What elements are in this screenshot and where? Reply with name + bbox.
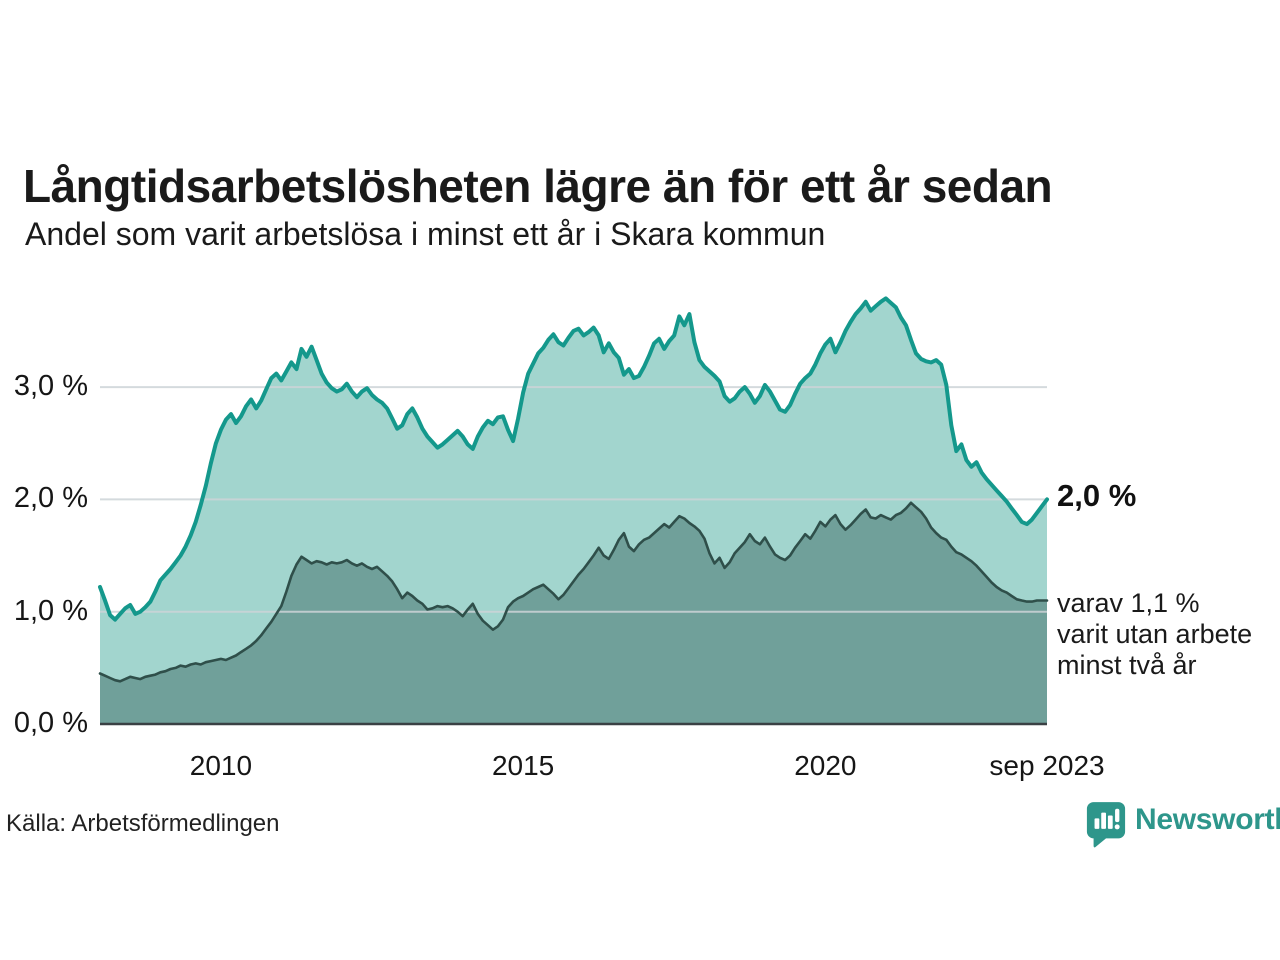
page-subtitle: Andel som varit arbetslösa i minst ett å… xyxy=(25,216,826,252)
line-unemployed-one-year xyxy=(98,296,1049,622)
end-value-label: 2,0 % xyxy=(1057,478,1137,513)
source-note: Källa: Arbetsförmedlingen xyxy=(6,810,280,837)
x-tick-label: sep 2023 xyxy=(989,750,1105,781)
two-year-annotation: varav 1,1 % varit utan arbete minst två … xyxy=(1057,588,1252,681)
newsworthy-bubble-icon xyxy=(1086,802,1126,848)
newsworthy-wordmark: Newsworthy xyxy=(1135,803,1280,836)
page-title: Långtidsarbetslösheten lägre än för ett … xyxy=(23,159,1053,212)
area-unemployed-two-years xyxy=(100,502,1047,724)
annotation-line-2: varit utan arbete xyxy=(1057,619,1253,649)
x-tick-label: 2020 xyxy=(794,750,857,781)
gridlines xyxy=(100,386,1047,613)
y-tick-label: 1,0 % xyxy=(13,594,88,627)
y-tick-label: 0,0 % xyxy=(13,707,88,739)
line-unemployed-two-years xyxy=(98,501,1049,683)
y-tick-label: 2,0 % xyxy=(13,482,88,515)
x-tick-label: 2010 xyxy=(189,750,253,781)
y-tick-label: 3,0 % xyxy=(13,370,88,403)
x-tick-label: 2015 xyxy=(491,750,555,781)
annotation-line-1: varav 1,1 % xyxy=(1057,588,1200,618)
annotation-line-3: minst två år xyxy=(1057,650,1197,680)
newsworthy-logo: Newsworthy xyxy=(1085,800,1280,850)
